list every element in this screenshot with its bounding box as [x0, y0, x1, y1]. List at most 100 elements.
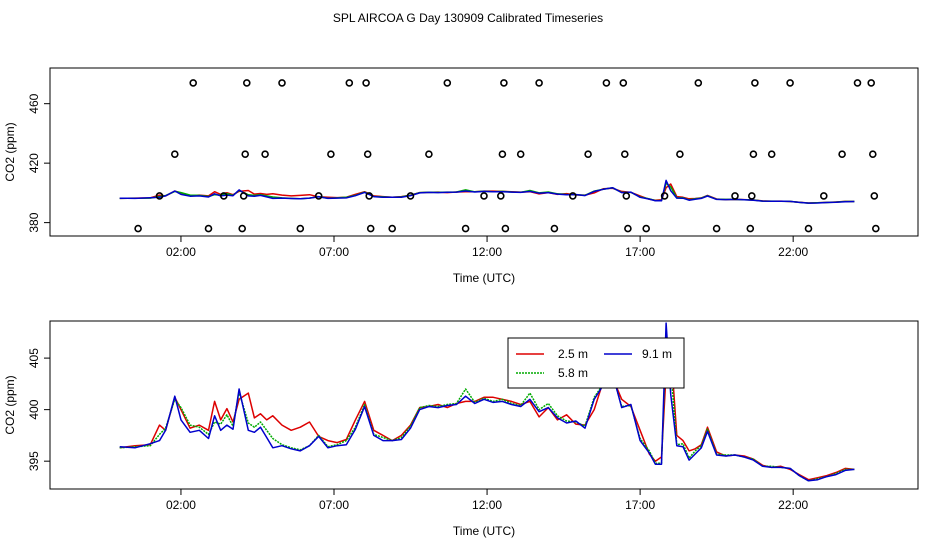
top-series-lines	[119, 179, 855, 204]
calibration-point	[749, 150, 758, 158]
calibration-point	[365, 192, 374, 200]
top-plot-frame	[49, 67, 919, 237]
calibration-point	[278, 79, 286, 87]
calibration-point	[867, 79, 876, 87]
top-panel: 02:00 07:00 12:00 17:00 22:00 380 420 460 Time…	[3, 67, 919, 285]
legend-box	[507, 337, 685, 389]
page-title: SPL AIRCOA G Day 130909 Calibrated Times…	[333, 11, 603, 25]
calibration-point	[388, 224, 397, 233]
calibration-point	[622, 192, 631, 200]
top-y-axis-label: CO2 (ppm)	[3, 122, 17, 181]
calibration-point	[366, 224, 375, 233]
calibration-point	[871, 224, 880, 233]
calibration-point	[345, 79, 354, 87]
top-y-tick-label: 460	[27, 93, 41, 113]
calibration-point	[241, 150, 249, 158]
legend-label-9-1m: 9.1 m	[642, 347, 672, 361]
calibration-point	[568, 192, 577, 200]
bottom-y-tick-label: 405	[27, 348, 41, 368]
top-x-tick-label: 12:00	[472, 245, 502, 259]
calibration-point	[498, 150, 507, 158]
bottom-x-tick-label: 02:00	[166, 498, 196, 512]
calibration-point	[220, 192, 228, 200]
calibration-point	[243, 79, 251, 87]
calibration-point	[619, 79, 628, 87]
bottom-y-tick-label: 400	[27, 399, 41, 419]
top-x-tick-label: 07:00	[319, 245, 349, 259]
calibration-point	[406, 192, 415, 200]
calibration-point	[314, 192, 323, 200]
bottom-plot-frame	[49, 320, 919, 490]
bottom-series-s25	[119, 347, 855, 481]
calibration-point	[238, 224, 246, 233]
calibration-point	[500, 79, 508, 87]
calibration-point	[786, 79, 794, 87]
top-x-tick-label: 17:00	[625, 245, 655, 259]
calibration-point	[602, 79, 611, 87]
top-y-tick-label: 380	[27, 212, 41, 232]
top-series-s91	[119, 179, 855, 204]
calibration-point	[694, 79, 703, 87]
calibration-point	[496, 192, 505, 200]
top-x-axis-label: Time (UTC)	[453, 271, 515, 285]
top-y-tick-label: 420	[27, 153, 41, 173]
calibration-point	[443, 79, 452, 87]
calibration-point	[516, 150, 525, 158]
calibration-point	[501, 224, 510, 233]
calibration-point	[461, 224, 470, 233]
calibration-point	[362, 79, 370, 87]
calibration-point	[642, 224, 651, 233]
top-x-tick-label: 22:00	[778, 245, 808, 259]
calibration-point	[819, 192, 828, 200]
top-y-axis: 380 420 460	[27, 93, 50, 233]
bottom-x-axis-label: Time (UTC)	[453, 524, 515, 538]
calibration-point	[767, 150, 776, 158]
calibration-point	[712, 224, 721, 233]
calibration-point	[261, 150, 269, 158]
top-calibration-points	[134, 79, 880, 233]
bottom-y-axis: 395 400 405	[27, 348, 50, 471]
calibration-point	[804, 224, 813, 233]
calibration-point	[480, 192, 488, 200]
calibration-point	[239, 192, 248, 200]
calibration-point	[584, 150, 592, 158]
calibration-point	[660, 192, 669, 200]
bottom-series-lines	[119, 322, 855, 482]
bottom-series-s58	[119, 341, 855, 482]
calibration-point	[624, 224, 632, 233]
bottom-series-s91	[119, 322, 855, 482]
calibration-point	[327, 150, 335, 158]
calibration-point	[751, 79, 759, 87]
calibration-point	[747, 192, 756, 200]
legend-label-5-8m: 5.8 m	[558, 366, 588, 380]
bottom-y-tick-label: 395	[27, 451, 41, 471]
calibration-point	[189, 79, 197, 87]
bottom-x-tick-label: 12:00	[472, 498, 502, 512]
top-x-axis: 02:00 07:00 12:00 17:00 22:00	[166, 236, 809, 259]
legend: 2.5 m 9.1 m 5.8 m	[507, 337, 685, 389]
bottom-panel: 02:00 07:00 12:00 17:00 22:00 395 400 405 Time…	[3, 320, 919, 538]
calibration-point	[155, 192, 164, 200]
calibration-point	[868, 150, 877, 158]
bottom-x-tick-label: 17:00	[625, 498, 655, 512]
calibration-point	[870, 192, 879, 200]
calibration-point	[535, 79, 543, 87]
calibration-point	[731, 192, 739, 200]
calibration-point	[204, 224, 213, 233]
calibration-point	[838, 150, 846, 158]
calibration-point	[363, 150, 372, 158]
calibration-point	[853, 79, 862, 87]
legend-label-2-5m: 2.5 m	[558, 347, 588, 361]
calibration-point	[746, 224, 755, 233]
calibration-point	[620, 150, 629, 158]
bottom-x-tick-label: 07:00	[319, 498, 349, 512]
top-x-tick-label: 02:00	[166, 245, 196, 259]
calibration-point	[134, 224, 142, 233]
calibration-point	[425, 150, 433, 158]
bottom-y-axis-label: CO2 (ppm)	[3, 375, 17, 434]
bottom-x-axis: 02:00 07:00 12:00 17:00 22:00	[166, 489, 809, 512]
calibration-point	[296, 224, 305, 233]
bottom-x-tick-label: 22:00	[778, 498, 808, 512]
calibration-point	[171, 150, 179, 158]
